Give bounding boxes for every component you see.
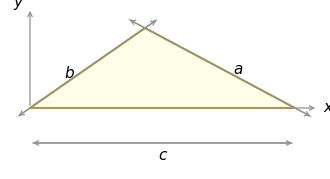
Polygon shape	[30, 28, 295, 108]
Text: b: b	[65, 66, 74, 81]
Text: a: a	[233, 62, 243, 78]
Text: c: c	[158, 147, 167, 163]
Text: y: y	[14, 0, 22, 11]
Text: x: x	[323, 100, 330, 115]
